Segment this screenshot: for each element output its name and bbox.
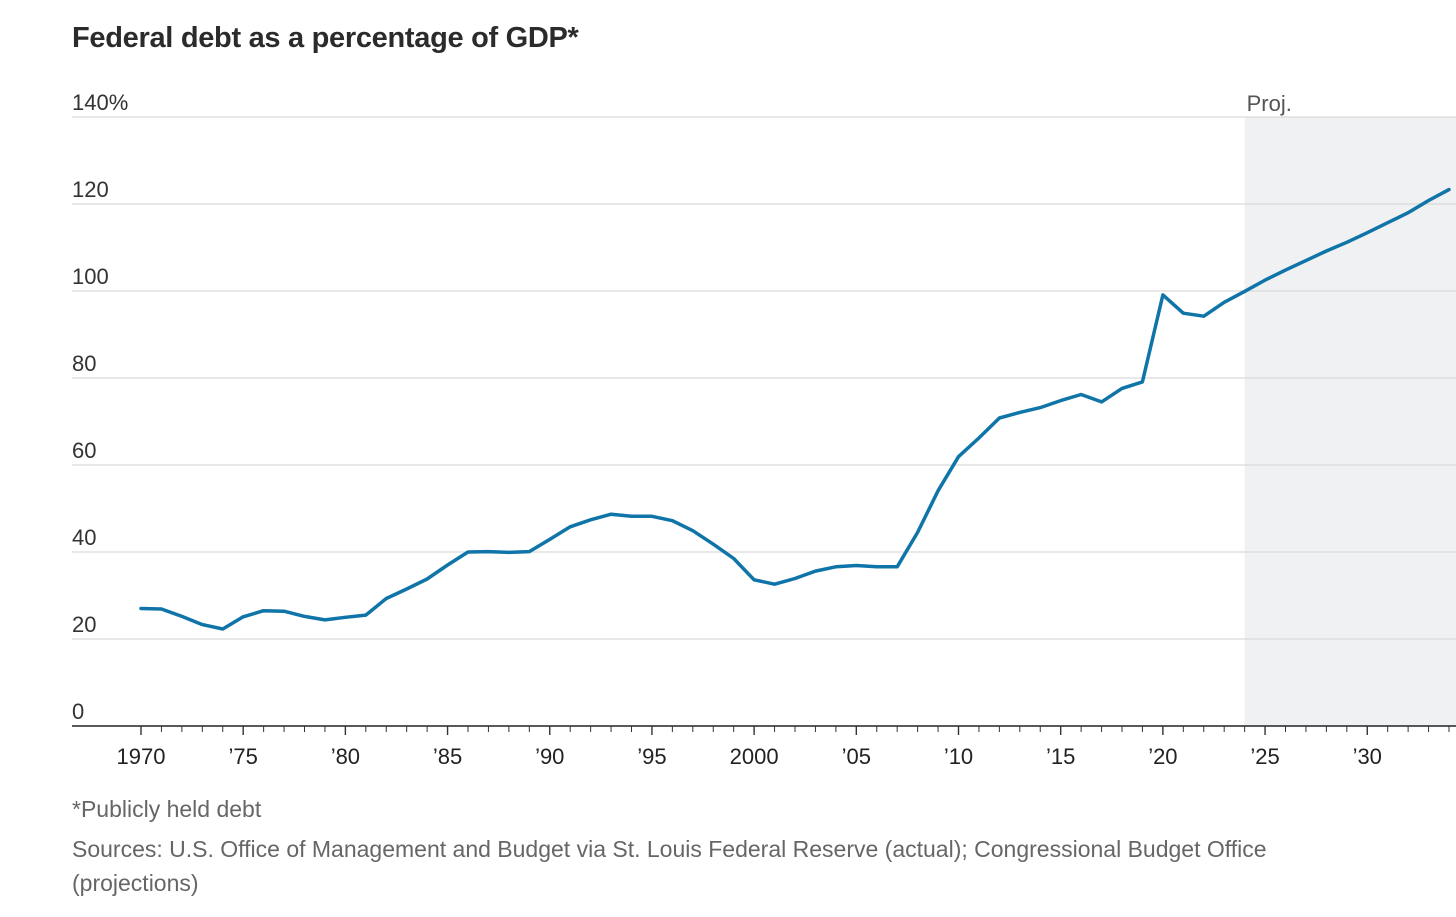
y-tick-label: 140% — [72, 90, 128, 115]
x-tick-label: ’25 — [1250, 744, 1279, 769]
x-tick-label: 1970 — [117, 744, 166, 769]
x-tick-label: ’10 — [944, 744, 973, 769]
y-tick-label: 80 — [72, 351, 96, 376]
y-tick-label: 0 — [72, 699, 84, 724]
x-tick-label: 2000 — [730, 744, 779, 769]
gridlines — [72, 116, 1456, 640]
chart-title: Federal debt as a percentage of GDP* — [72, 22, 579, 54]
x-tick-label: ’95 — [637, 744, 666, 769]
y-tick-label: 40 — [72, 525, 96, 550]
x-tick-label: ’05 — [842, 744, 871, 769]
x-axis-ticks: 1970 ’75 ’80 ’85 ’90 ’95 2000 ’05 ’10 ’15 ’20 ’25 ’3… — [117, 726, 1450, 769]
line-chart: 1970 ’75 ’80 ’85 ’90 ’95 2000 ’05 ’10 ’15 ’20 ’25 ’3… — [72, 90, 1456, 769]
y-tick-label: 60 — [72, 438, 96, 463]
x-tick-label: ’15 — [1046, 744, 1075, 769]
projection-label: Proj. — [1247, 91, 1292, 116]
sources-note: Sources: U.S. Office of Management and B… — [72, 836, 1267, 896]
x-tick-label: ’90 — [535, 744, 564, 769]
y-tick-label: 100 — [72, 264, 109, 289]
y-tick-label: 120 — [72, 177, 109, 202]
x-tick-label: ’85 — [433, 744, 462, 769]
x-tick-label: ’30 — [1353, 744, 1382, 769]
footnote: *Publicly held debt — [72, 796, 262, 822]
x-tick-label: ’20 — [1148, 744, 1177, 769]
projection-shaded-area — [1244, 117, 1456, 726]
x-tick-label: ’75 — [229, 744, 258, 769]
x-tick-label: ’80 — [331, 744, 360, 769]
debt-to-gdp-line — [139, 187, 1451, 631]
y-axis-tick-labels: 0 20 40 60 80 100 120 140% — [72, 90, 128, 724]
y-tick-label: 20 — [72, 612, 96, 637]
